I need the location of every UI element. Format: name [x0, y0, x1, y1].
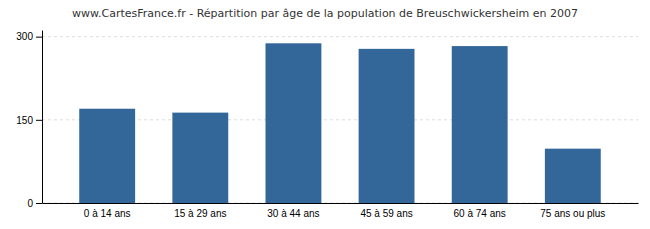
- bar: [172, 113, 228, 203]
- bar: [359, 49, 415, 203]
- y-tick-label: 300: [16, 31, 33, 42]
- bar: [79, 109, 135, 203]
- plot-area: 0 150 300 0 à 14 ans 15 à 29 ans 30 à 44 ans 4…: [16, 31, 638, 220]
- bars: [79, 43, 601, 203]
- y-tick: 0: [27, 198, 42, 209]
- grid: [42, 37, 638, 203]
- y-axis-line: [42, 31, 43, 204]
- x-tick: 30 à 44 ans: [267, 208, 319, 219]
- x-tick-label: 30 à 44 ans: [267, 208, 319, 219]
- grid-line: [42, 36, 638, 37]
- bar: [452, 46, 508, 203]
- y-tick: 300: [16, 31, 42, 42]
- x-tick-label: 0 à 14 ans: [84, 208, 131, 219]
- y-axis: 0 150 300: [16, 31, 42, 209]
- y-tick: 150: [16, 115, 42, 126]
- x-tick: 0 à 14 ans: [84, 208, 131, 219]
- y-tick-label: 0: [27, 198, 33, 209]
- chart-svg: www.CartesFrance.fr - Répartition par âg…: [0, 0, 650, 229]
- chart-container: www.CartesFrance.fr - Répartition par âg…: [0, 0, 650, 229]
- x-tick: 45 à 59 ans: [360, 208, 412, 219]
- x-tick-label: 45 à 59 ans: [360, 208, 412, 219]
- x-axis: 0 à 14 ans 15 à 29 ans 30 à 44 ans 45 à 59 …: [43, 204, 639, 220]
- x-tick-label: 75 ans ou plus: [540, 208, 605, 219]
- x-tick-label: 60 à 74 ans: [454, 208, 506, 219]
- bar: [266, 43, 322, 203]
- x-tick: 15 à 29 ans: [174, 208, 226, 219]
- y-tick-mark: [36, 37, 42, 38]
- y-tick-mark: [36, 120, 42, 121]
- x-tick: 75 ans ou plus: [540, 208, 605, 219]
- bar: [545, 149, 601, 203]
- x-tick: 60 à 74 ans: [454, 208, 506, 219]
- x-axis-line: [43, 203, 639, 204]
- x-tick-label: 15 à 29 ans: [174, 208, 226, 219]
- y-tick-label: 150: [16, 115, 33, 126]
- chart-title: www.CartesFrance.fr - Répartition par âg…: [72, 7, 578, 20]
- y-tick-mark: [36, 203, 42, 204]
